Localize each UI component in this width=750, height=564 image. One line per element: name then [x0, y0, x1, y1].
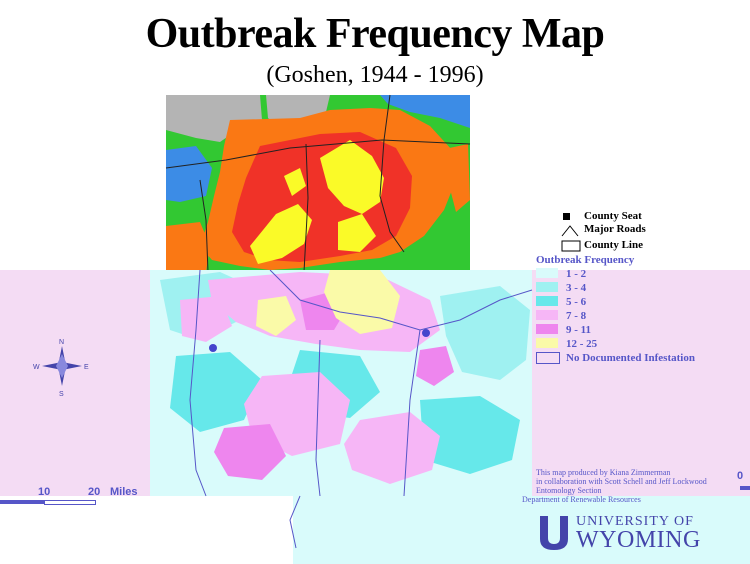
county-line-icon	[561, 240, 581, 252]
map-title: Outbreak Frequency Map	[145, 11, 605, 57]
legend-class-label: 12 - 25	[566, 338, 598, 350]
legend-title: Outbreak Frequency	[536, 254, 635, 266]
lower-map	[150, 269, 533, 549]
credit-line: in collaboration with Scott Schell and J…	[536, 477, 707, 486]
legend-class-label: 9 - 11	[566, 324, 592, 336]
scale-bar-segment	[44, 500, 96, 505]
legend-swatch	[536, 338, 558, 348]
bottom-white-area	[0, 496, 293, 564]
road-icon	[561, 225, 579, 237]
legend-county-line-label: County Line	[584, 239, 643, 251]
legend-class-label: 3 - 4	[566, 282, 587, 294]
credit-line: Department of Renewable Resources	[522, 495, 641, 504]
legend-swatch	[536, 296, 558, 306]
compass-rose: N S E W	[32, 336, 92, 405]
county-seat-marker	[209, 344, 217, 352]
upper-map	[165, 94, 471, 273]
compass-s: S	[59, 391, 64, 398]
legend-swatch	[536, 324, 558, 334]
legend-swatches	[536, 268, 560, 364]
legend-class-label: 7 - 8	[566, 310, 587, 322]
credit-line: This map produced by Kiana Zimmerman	[536, 468, 671, 477]
scale-unit: Miles	[110, 486, 138, 498]
legend-major-roads-label: Major Roads	[584, 223, 646, 235]
scale-label-10: 10	[38, 486, 51, 498]
legend-swatch	[536, 310, 558, 320]
county-seat-icon	[563, 213, 570, 220]
legend-swatch	[536, 352, 560, 364]
legend-symbol-icons	[561, 213, 581, 252]
university-name-main: WYOMING	[576, 527, 701, 553]
scale-label-20: 20	[88, 486, 101, 498]
legend-class-label: 1 - 2	[566, 268, 587, 280]
compass-icon: N S E W	[33, 339, 89, 398]
legend-class-label: 5 - 6	[566, 296, 587, 308]
legend-swatch	[536, 268, 558, 278]
credit-line: Entomology Section	[536, 486, 602, 495]
legend-swatch	[536, 282, 558, 292]
legend-class-label: No Documented Infestation	[566, 352, 695, 364]
map-subtitle: (Goshen, 1944 - 1996)	[266, 62, 484, 88]
compass-n: N	[59, 339, 64, 346]
scale-bar-fill-right	[740, 486, 750, 490]
credit-block: This map produced by Kiana Zimmerman in …	[522, 468, 707, 504]
scale-label-0: 0	[737, 470, 744, 482]
compass-e: E	[84, 364, 89, 371]
university-logo-icon	[540, 516, 568, 550]
compass-w: W	[33, 364, 40, 371]
university-name-top: UNIVERSITY OF	[576, 514, 694, 529]
legend-county-seat-label: County Seat	[584, 210, 642, 222]
county-seat-marker	[422, 329, 430, 337]
